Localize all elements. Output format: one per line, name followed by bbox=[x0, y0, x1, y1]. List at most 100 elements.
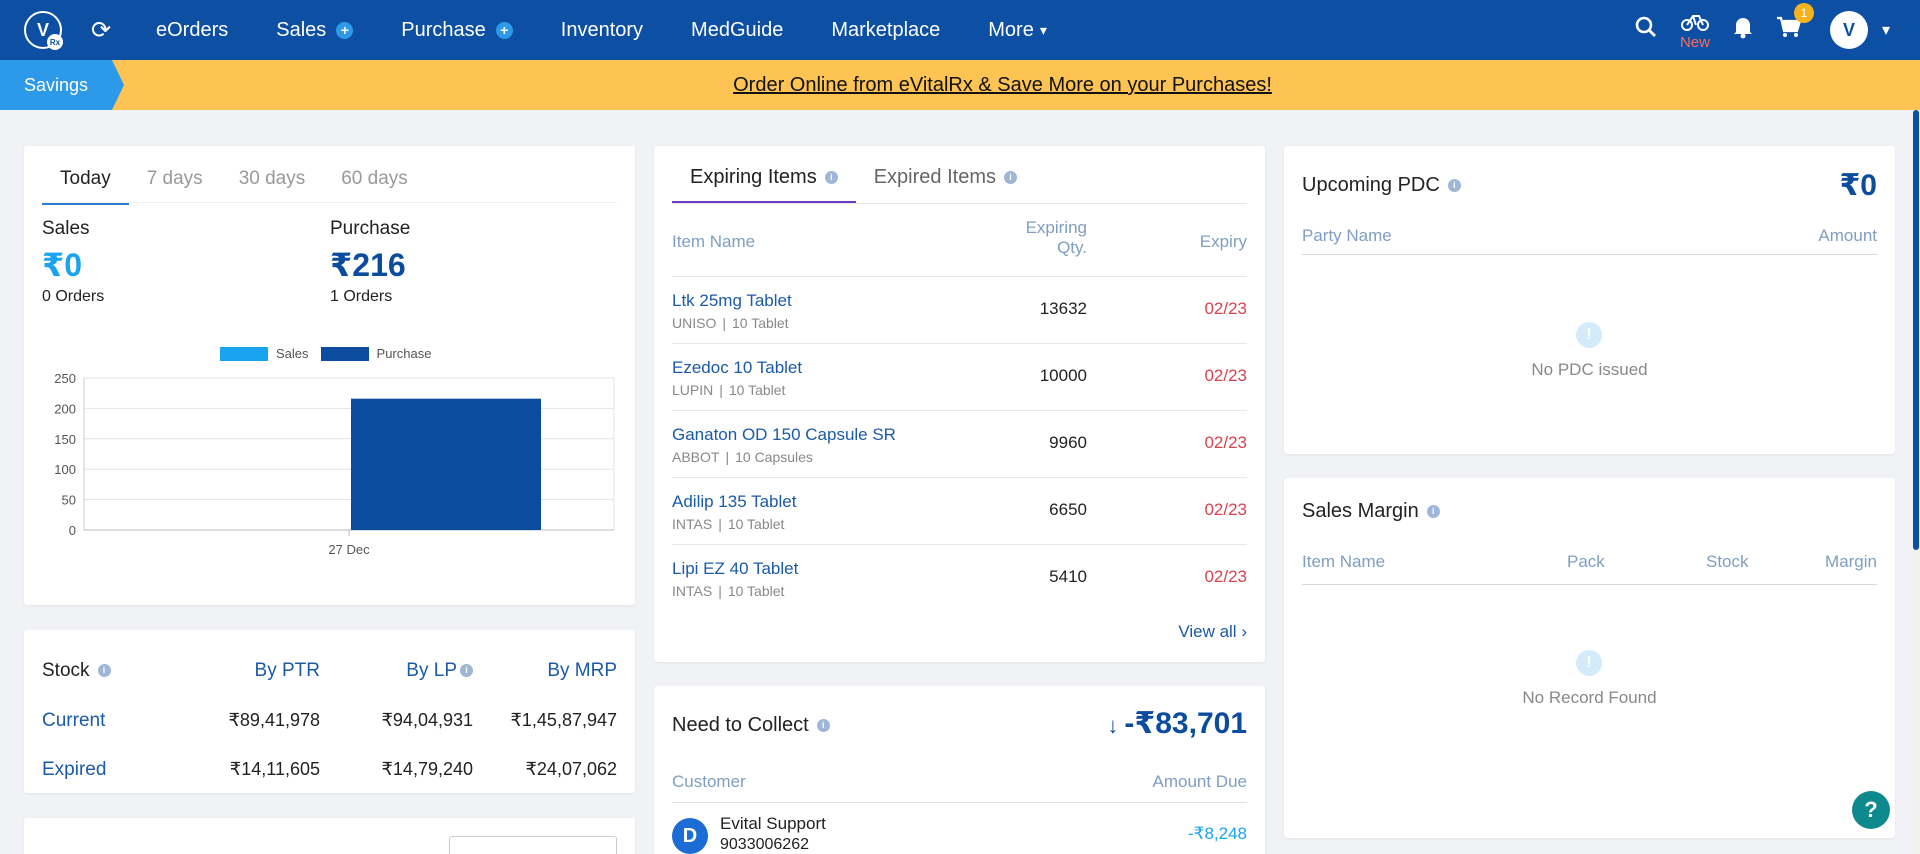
stock-col-lp[interactable]: By LP i bbox=[406, 660, 473, 682]
top-nav: V Rx ⟳ eOrders Sales + Purchase + Inventory Me… bbox=[0, 0, 1920, 60]
margin-empty-text: No Record Found bbox=[1522, 688, 1657, 707]
table-row[interactable]: Lipi EZ 40 Tablet INTAS | 10 Tablet 5410 02/2… bbox=[672, 544, 1247, 611]
purchase-value: ₹216 bbox=[330, 247, 406, 283]
item-expiry: 02/23 bbox=[1204, 567, 1247, 586]
pdc-title: Upcoming PDC i bbox=[1302, 174, 1461, 197]
item-name[interactable]: Adilip 135 Tablet bbox=[672, 492, 797, 511]
nav-item-label: Marketplace bbox=[831, 18, 941, 41]
nav-more-label: More bbox=[988, 18, 1034, 41]
item-name[interactable]: Ltk 25mg Tablet bbox=[672, 291, 792, 310]
nav-item-label: Inventory bbox=[560, 18, 644, 41]
info-icon[interactable]: i bbox=[816, 719, 830, 733]
avatar[interactable]: V bbox=[1829, 11, 1868, 49]
item-name[interactable]: Lipi EZ 40 Tablet bbox=[672, 559, 799, 578]
y-tick-label: 0 bbox=[69, 523, 76, 538]
col-customer: Customer bbox=[672, 772, 746, 791]
item-qty: 6650 bbox=[1049, 500, 1087, 519]
sales-metric: Sales ₹0 0 Orders bbox=[42, 218, 104, 306]
item-expiry: 02/23 bbox=[1204, 299, 1247, 318]
tab-60-days[interactable]: 60 days bbox=[341, 168, 408, 189]
nav-item-medguide[interactable]: MedGuide bbox=[691, 19, 783, 42]
staff-select[interactable] bbox=[449, 836, 617, 854]
nav-item-marketplace[interactable]: Marketplace bbox=[831, 19, 940, 42]
period-tabs: Today 7 days 30 days 60 days bbox=[42, 164, 426, 205]
table-row[interactable]: Ezedoc 10 Tablet LUPIN | 10 Tablet 10000 02/2… bbox=[672, 343, 1247, 410]
y-tick-label: 150 bbox=[54, 432, 76, 447]
collect-amount: -₹83,701 bbox=[1124, 707, 1247, 740]
scrollbar-thumb[interactable] bbox=[1913, 110, 1919, 550]
stock-row-label[interactable]: Current bbox=[42, 710, 106, 731]
expiring-items-card: Expiring Items i Expired Items i Item Name… bbox=[654, 146, 1265, 662]
nav-item-eorders[interactable]: eOrders bbox=[156, 19, 228, 42]
nav-item-purchase[interactable]: Purchase + bbox=[401, 19, 513, 42]
page-scrollbar[interactable] bbox=[1912, 110, 1920, 854]
sales-purchase-chart: 250 200 150 100 50 0 27 Dec bbox=[54, 371, 615, 557]
bell-icon[interactable] bbox=[1732, 15, 1754, 45]
item-name[interactable]: Ganaton OD 150 Capsule SR bbox=[672, 425, 896, 444]
item-meta: INTAS | 10 Tablet bbox=[672, 583, 784, 599]
customer-phone: 9033006262 bbox=[720, 836, 809, 853]
col-expiring-qty-line1: Expiring bbox=[1025, 218, 1087, 237]
chevron-right-icon: › bbox=[1241, 622, 1247, 641]
y-tick-label: 200 bbox=[54, 401, 76, 416]
tab-divider bbox=[672, 203, 1247, 204]
info-icon[interactable]: i bbox=[1003, 171, 1017, 185]
col-expiry: Expiry bbox=[1199, 232, 1247, 251]
col-stock: Stock bbox=[1706, 552, 1749, 571]
tab-expiring-label: Expiring Items bbox=[690, 166, 817, 188]
y-tick-label: 250 bbox=[54, 371, 76, 386]
col-amount: Amount bbox=[1818, 226, 1877, 245]
refresh-icon[interactable]: ⟳ bbox=[90, 16, 112, 44]
tab-expired-items[interactable]: Expired Items i bbox=[856, 164, 1035, 204]
col-margin: Margin bbox=[1825, 552, 1877, 571]
legend-swatch-purchase bbox=[320, 346, 369, 361]
item-qty: 10000 bbox=[1039, 366, 1087, 385]
stock-value: ₹89,41,978 bbox=[228, 710, 320, 730]
sales-purchase-card: Today 7 days 30 days 60 days Sales ₹0 0 Ord… bbox=[24, 146, 635, 605]
info-icon[interactable]: i bbox=[97, 664, 111, 678]
chevron-down-icon[interactable]: ▾ bbox=[1881, 22, 1890, 39]
info-icon[interactable]: i bbox=[824, 171, 838, 185]
stock-col-ptr[interactable]: By PTR bbox=[254, 660, 320, 681]
nav-more[interactable]: More ▾ bbox=[988, 19, 1047, 42]
plus-icon[interactable]: + bbox=[336, 21, 354, 39]
app-logo[interactable]: V Rx bbox=[24, 11, 63, 50]
item-pack: 10 Capsules bbox=[735, 449, 813, 465]
banner-link[interactable]: Order Online from eVitalRx & Save More o… bbox=[733, 74, 1272, 96]
stock-col-mrp[interactable]: By MRP bbox=[547, 660, 617, 681]
item-expiry: 02/23 bbox=[1204, 366, 1247, 385]
view-all-link[interactable]: View all › bbox=[1178, 622, 1247, 642]
tab-today[interactable]: Today bbox=[42, 164, 129, 205]
cart-icon[interactable]: 1 bbox=[1776, 3, 1814, 45]
col-item-name: Item Name bbox=[672, 232, 756, 251]
plus-icon[interactable]: + bbox=[495, 21, 513, 39]
x-tick-label: 27 Dec bbox=[328, 542, 370, 557]
table-row[interactable]: Ltk 25mg Tablet UNISO | 10 Tablet 13632 02/23 bbox=[672, 276, 1247, 343]
y-tick-label: 100 bbox=[54, 462, 76, 477]
search-icon[interactable] bbox=[1634, 15, 1658, 45]
stock-row-label[interactable]: Expired bbox=[42, 759, 107, 780]
table-row[interactable]: Adilip 135 Tablet INTAS | 10 Tablet 6650 02/2… bbox=[672, 477, 1247, 544]
view-all-label: View all bbox=[1178, 622, 1237, 641]
purchase-orders: 1 Orders bbox=[330, 288, 393, 305]
staff-card bbox=[24, 818, 635, 854]
tab-expiring-items[interactable]: Expiring Items i bbox=[672, 164, 856, 204]
info-icon[interactable]: i bbox=[1426, 505, 1440, 519]
nav-item-sales[interactable]: Sales + bbox=[276, 19, 354, 42]
collect-row[interactable]: D Evital Support 9033006262 -₹8,248 bbox=[672, 804, 1247, 854]
item-pack: 10 Tablet bbox=[727, 516, 785, 532]
table-row[interactable]: Ganaton OD 150 Capsule SR ABBOT | 10 Capsul… bbox=[672, 410, 1247, 477]
delivery-bike-button[interactable]: New bbox=[1680, 10, 1710, 51]
tab-30-days[interactable]: 30 days bbox=[238, 168, 306, 189]
info-icon[interactable]: i bbox=[460, 664, 473, 678]
y-tick-label: 50 bbox=[62, 493, 76, 508]
purchase-label: Purchase bbox=[330, 218, 411, 239]
nav-item-inventory[interactable]: Inventory bbox=[561, 19, 643, 42]
separator: | bbox=[719, 382, 723, 398]
help-button[interactable]: ? bbox=[1852, 791, 1890, 829]
item-name[interactable]: Ezedoc 10 Tablet bbox=[672, 358, 803, 377]
info-icon[interactable]: i bbox=[1447, 179, 1461, 193]
item-meta: INTAS | 10 Tablet bbox=[672, 516, 784, 532]
item-qty: 5410 bbox=[1049, 567, 1087, 586]
tab-7-days[interactable]: 7 days bbox=[146, 168, 203, 189]
